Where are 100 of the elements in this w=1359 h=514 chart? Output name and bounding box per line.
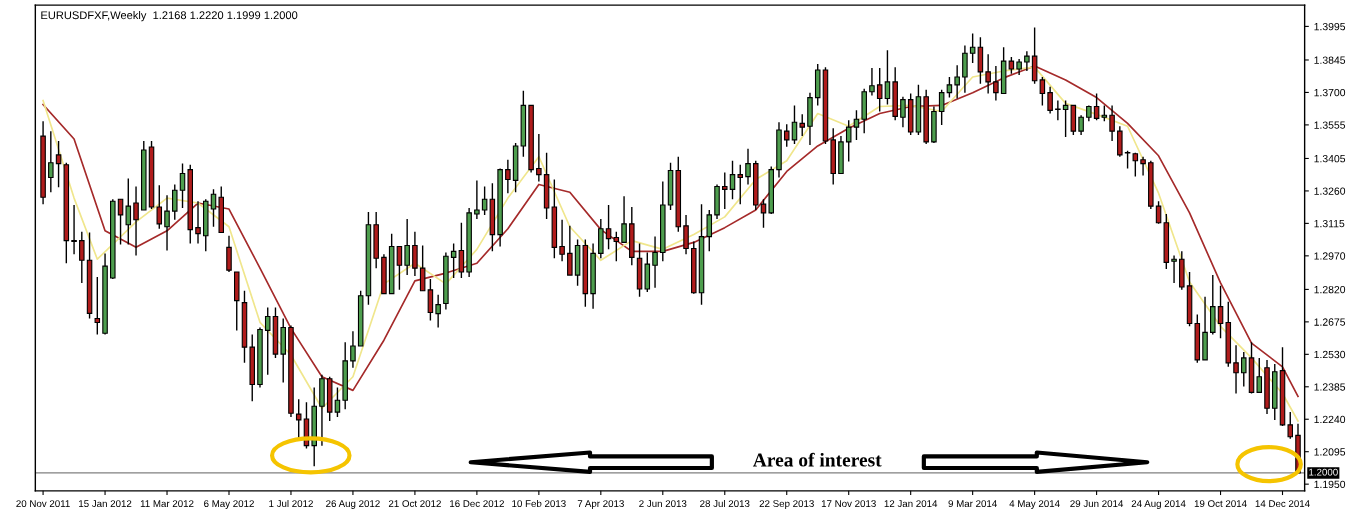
- candlestick: [1256, 357, 1263, 394]
- candlestick: [1287, 411, 1294, 440]
- x-tick-label: 14 Dec 2014: [1255, 500, 1310, 508]
- candlestick: [536, 133, 542, 183]
- x-tick-label: 28 Jul 2013: [700, 499, 750, 508]
- x-tick-label: 26 Aug 2012: [326, 500, 380, 509]
- candlestick: [760, 198, 767, 229]
- candlestick: [938, 89, 945, 126]
- candlestick: [721, 171, 728, 210]
- candlestick: [946, 76, 953, 99]
- x-tick-label: 16 Dec 2012: [450, 500, 504, 508]
- y-tick-label: 1.3995: [1314, 22, 1346, 31]
- candlestick: [1047, 86, 1053, 115]
- candlestick: [1233, 344, 1239, 395]
- candlestick: [1078, 114, 1084, 136]
- y-tick-label: 1.1950: [1314, 480, 1346, 489]
- candlestick: [621, 195, 627, 244]
- candlestick: [900, 95, 906, 128]
- candlestick: [559, 219, 565, 262]
- candlestick: [164, 194, 170, 252]
- x-tick-label: 24 Aug 2014: [1131, 500, 1186, 509]
- candlestick: [79, 230, 85, 284]
- candlestick: [683, 214, 689, 255]
- candlestick: [845, 119, 852, 163]
- x-tick-label: 4 May 2014: [1009, 500, 1060, 509]
- candlestick: [117, 198, 124, 246]
- candlestick: [791, 104, 798, 145]
- candlestick: [133, 185, 139, 257]
- candlestick: [156, 184, 163, 230]
- candlestick: [652, 235, 658, 289]
- candlestick: [1217, 285, 1224, 339]
- candlestick: [706, 209, 713, 253]
- candlestick: [172, 183, 178, 221]
- y-tick-label: 1.2385: [1314, 383, 1346, 391]
- candlestick: [729, 160, 736, 200]
- candlestick: [985, 53, 991, 95]
- candlestick: [125, 177, 132, 246]
- candlestick: [481, 185, 488, 216]
- y-tick-label: 1.3700: [1314, 88, 1346, 97]
- candlestick: [396, 245, 403, 291]
- x-tick-label: 15 Jan 2012: [79, 500, 132, 508]
- candlestick: [55, 140, 62, 189]
- candlestick: [295, 398, 302, 440]
- x-tick-label: 9 Mar 2014: [948, 500, 997, 508]
- y-tick-label: 1.2240: [1314, 415, 1346, 424]
- candlestick: [1109, 104, 1115, 142]
- x-tick-label: 10 Feb 2013: [512, 499, 566, 508]
- y-tick-label: 1.2530: [1314, 350, 1346, 359]
- candlestick: [1055, 99, 1061, 121]
- y-tick-label: 1.3115: [1314, 219, 1345, 228]
- candlestick: [505, 159, 511, 194]
- candlestick: [737, 164, 744, 205]
- x-tick-label: 7 Apr 2013: [577, 500, 624, 509]
- x-tick-label: 12 Jan 2014: [884, 500, 938, 508]
- annotation: Area of interest: [752, 452, 882, 467]
- x-tick-label: 22 Sep 2013: [759, 500, 814, 509]
- x-tick-label: 20 Nov 2011: [16, 500, 70, 508]
- y-tick-label: 1.3405: [1314, 154, 1346, 163]
- candlestick: [435, 294, 441, 329]
- x-tick-label: 29 Jun 2014: [1070, 500, 1124, 508]
- y-tick-label: 1.2820: [1314, 285, 1346, 294]
- candlestick: [869, 67, 875, 97]
- candlestick: [404, 218, 410, 276]
- y-tick-label: 1.2095: [1314, 448, 1346, 456]
- candlestick: [1171, 254, 1177, 284]
- candlestick: [783, 123, 790, 148]
- candlestick: [1062, 99, 1069, 138]
- candlestick: [605, 204, 612, 251]
- candlestick: [567, 225, 573, 276]
- candlestick: [745, 148, 751, 186]
- x-tick-label: 19 Oct 2014: [1194, 500, 1247, 508]
- candlestick: [94, 276, 101, 336]
- ref-line-label: 1.2000: [1309, 468, 1338, 476]
- candlestick: [226, 234, 232, 273]
- candlestick: [884, 49, 891, 106]
- y-tick-label: 1.2970: [1314, 252, 1346, 260]
- candlestick: [799, 113, 805, 137]
- y-tick-label: 1.3845: [1314, 56, 1346, 64]
- candlestick: [427, 278, 434, 322]
- x-tick-label: 21 Oct 2012: [388, 500, 441, 508]
- candlestick: [450, 242, 457, 279]
- y-tick-label: 1.3555: [1314, 121, 1346, 129]
- y-tick-label: 1.2675: [1314, 318, 1346, 326]
- candlestick: [1241, 351, 1247, 388]
- y-tick-label: 1.3260: [1314, 187, 1346, 195]
- x-tick-label: 11 Mar 2012: [140, 500, 194, 508]
- x-tick-label: 6 May 2012: [204, 500, 254, 509]
- candlestick: [954, 64, 960, 100]
- candlestick: [48, 130, 54, 193]
- candlestick: [1155, 200, 1162, 225]
- candlestick: [853, 109, 860, 141]
- candlestick: [458, 222, 465, 279]
- candlestick: [613, 230, 620, 262]
- candlestick: [1024, 50, 1030, 72]
- candlestick: [1140, 155, 1146, 177]
- candlestick: [474, 179, 480, 220]
- candlestick: [350, 330, 356, 369]
- candlestick: [993, 65, 999, 102]
- x-tick-label: 2 Jun 2013: [639, 500, 687, 508]
- candlestick: [969, 32, 976, 64]
